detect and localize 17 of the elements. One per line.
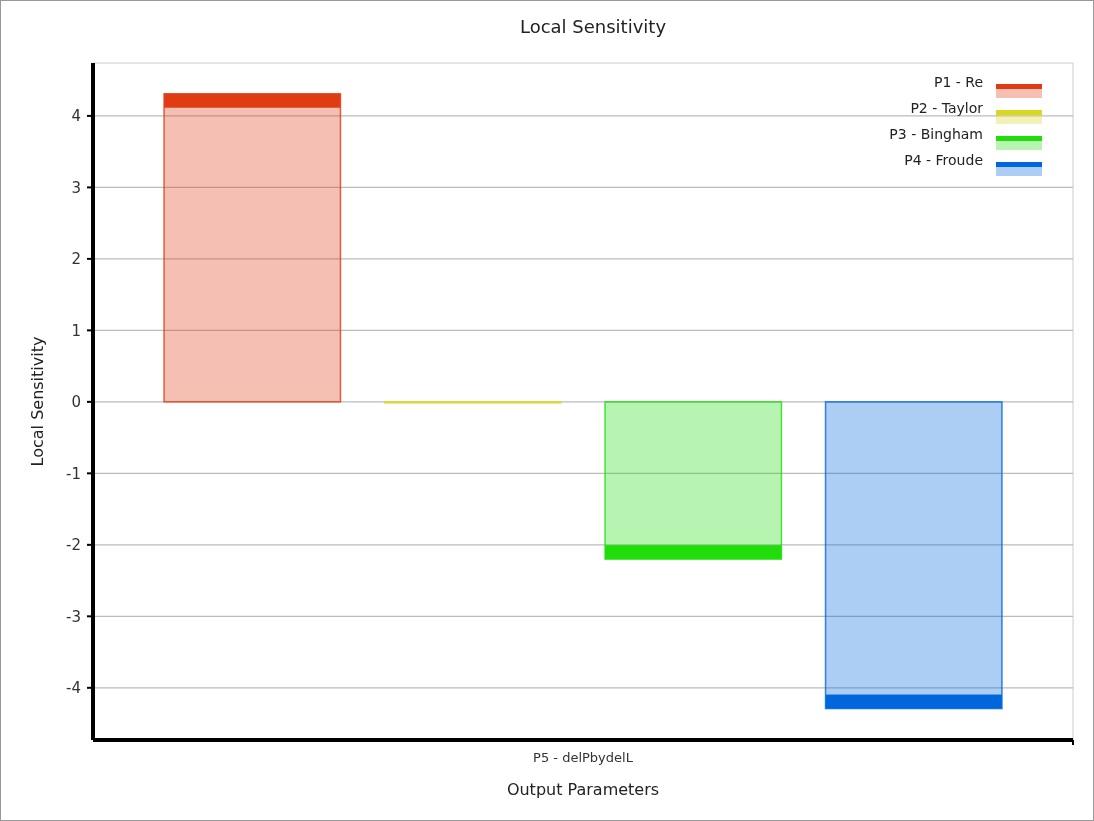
y-tick-label: -1 bbox=[66, 464, 81, 483]
y-tick-label: 1 bbox=[71, 321, 81, 340]
y-tick-label: 0 bbox=[71, 393, 81, 412]
legend-label: P1 - Re bbox=[933, 74, 983, 90]
y-tick-label: -4 bbox=[66, 679, 81, 698]
y-tick-label: -2 bbox=[66, 536, 81, 555]
y-tick-label: 4 bbox=[71, 107, 81, 126]
y-tick-label: -3 bbox=[66, 607, 81, 626]
y-tick-label: 2 bbox=[71, 250, 81, 269]
legend-label: P3 - Bingham bbox=[889, 126, 983, 142]
x-axis-title: Output Parameters bbox=[506, 780, 660, 799]
y-tick-label: 3 bbox=[71, 178, 81, 197]
y-axis-title: Local Sensitivity bbox=[28, 336, 47, 467]
x-tick-label: P5 - delPbydelL bbox=[533, 750, 634, 765]
chart-title: Local Sensitivity bbox=[519, 16, 667, 37]
legend-label: P2 - Taylor bbox=[910, 100, 984, 116]
legend-label: P4 - Froude bbox=[904, 152, 983, 168]
